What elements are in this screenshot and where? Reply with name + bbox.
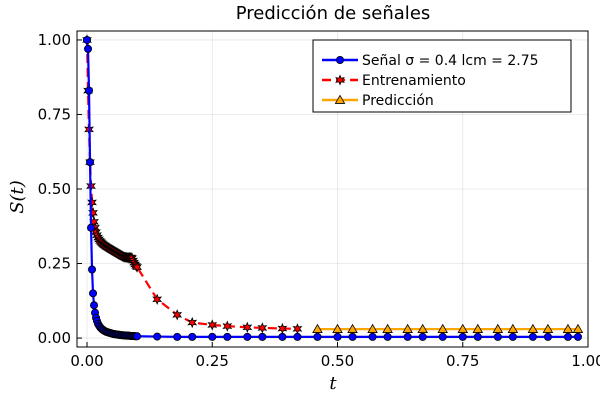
data-point: [367, 323, 378, 333]
data-point: [88, 265, 97, 274]
x-tick-label: 0.50: [321, 352, 354, 370]
data-point: [208, 332, 217, 341]
data-point: [292, 323, 303, 335]
x-tick-label: 0.25: [196, 352, 229, 370]
data-point: [313, 332, 322, 341]
data-point: [542, 323, 554, 333]
data-point: [207, 319, 218, 331]
legend-entry-label: Señal σ = 0.4 lcm = 2.75: [362, 53, 539, 69]
data-point: [187, 316, 198, 329]
data-point: [278, 332, 287, 341]
legend-swatch-marker: [335, 74, 345, 86]
data-point: [458, 332, 467, 341]
data-point: [562, 323, 574, 333]
data-point: [438, 332, 447, 341]
data-point: [87, 196, 97, 209]
data-point: [507, 323, 519, 333]
data-point: [133, 332, 142, 341]
data-point: [258, 332, 267, 341]
data-point: [84, 44, 93, 53]
data-point: [312, 323, 323, 333]
legend-swatch-marker: [335, 56, 344, 65]
data-point: [332, 323, 343, 333]
data-point: [403, 332, 412, 341]
y-tick-label: 0.25: [38, 255, 71, 273]
data-point: [173, 332, 182, 341]
data-point: [543, 332, 552, 341]
data-point: [527, 323, 539, 333]
data-point: [402, 323, 413, 333]
x-tick-label: 1.00: [571, 352, 600, 370]
series-2: [312, 323, 584, 333]
data-point: [90, 301, 99, 310]
data-point: [382, 323, 393, 333]
data-point: [188, 332, 197, 341]
data-point: [347, 323, 358, 333]
data-point: [368, 332, 377, 341]
data-point: [333, 332, 342, 341]
y-axis-label: S(t): [7, 180, 28, 214]
legend-swatch-marker: [334, 94, 346, 104]
series-0: [83, 35, 582, 341]
data-point: [383, 332, 392, 341]
y-tick-label: 1.00: [38, 31, 71, 49]
data-point: [242, 321, 253, 333]
x-tick-label: 0.75: [446, 352, 479, 370]
legend: Señal σ = 0.4 lcm = 2.75 Entrenamiento Pre…: [312, 39, 572, 113]
data-point: [83, 35, 92, 44]
data-point: [89, 289, 98, 298]
data-point: [472, 323, 484, 333]
data-point: [492, 323, 504, 333]
data-point: [573, 332, 582, 341]
data-point: [493, 332, 502, 341]
data-point: [86, 158, 95, 167]
data-point: [223, 332, 232, 341]
data-point: [437, 323, 449, 333]
chart-title: Predicción de señales: [236, 3, 431, 24]
data-point: [418, 332, 427, 341]
y-tick-label: 0.50: [38, 180, 71, 198]
legend-entry-label: Predicción: [362, 93, 434, 109]
x-axis-label: t: [329, 373, 337, 394]
data-point: [528, 332, 537, 341]
series-layer: [82, 34, 584, 341]
data-point: [132, 261, 143, 273]
data-point: [457, 323, 469, 333]
data-point: [572, 323, 584, 333]
data-point: [563, 332, 572, 341]
legend-entry-label: Entrenamiento: [362, 73, 466, 89]
y-tick-label: 0.00: [38, 329, 71, 347]
data-point: [348, 332, 357, 341]
tick-layer: 0.00 0.25 0.50 0.75 1.00 0.00 0.25 0.50 0.75 1.00: [38, 31, 600, 370]
data-point: [293, 332, 302, 341]
series-line: [85, 39, 298, 330]
data-point: [473, 332, 482, 341]
x-tick-label: 0.00: [70, 352, 103, 370]
data-point: [222, 320, 233, 332]
data-point: [152, 293, 163, 305]
data-point: [257, 322, 268, 334]
series-1: [82, 34, 303, 335]
data-point: [243, 332, 252, 341]
data-point: [153, 332, 162, 341]
y-tick-label: 0.75: [38, 105, 71, 123]
data-point: [88, 207, 98, 219]
data-point: [508, 332, 517, 341]
data-point: [85, 86, 94, 95]
data-point: [172, 309, 183, 321]
data-point: [417, 323, 428, 333]
data-point: [87, 223, 96, 232]
